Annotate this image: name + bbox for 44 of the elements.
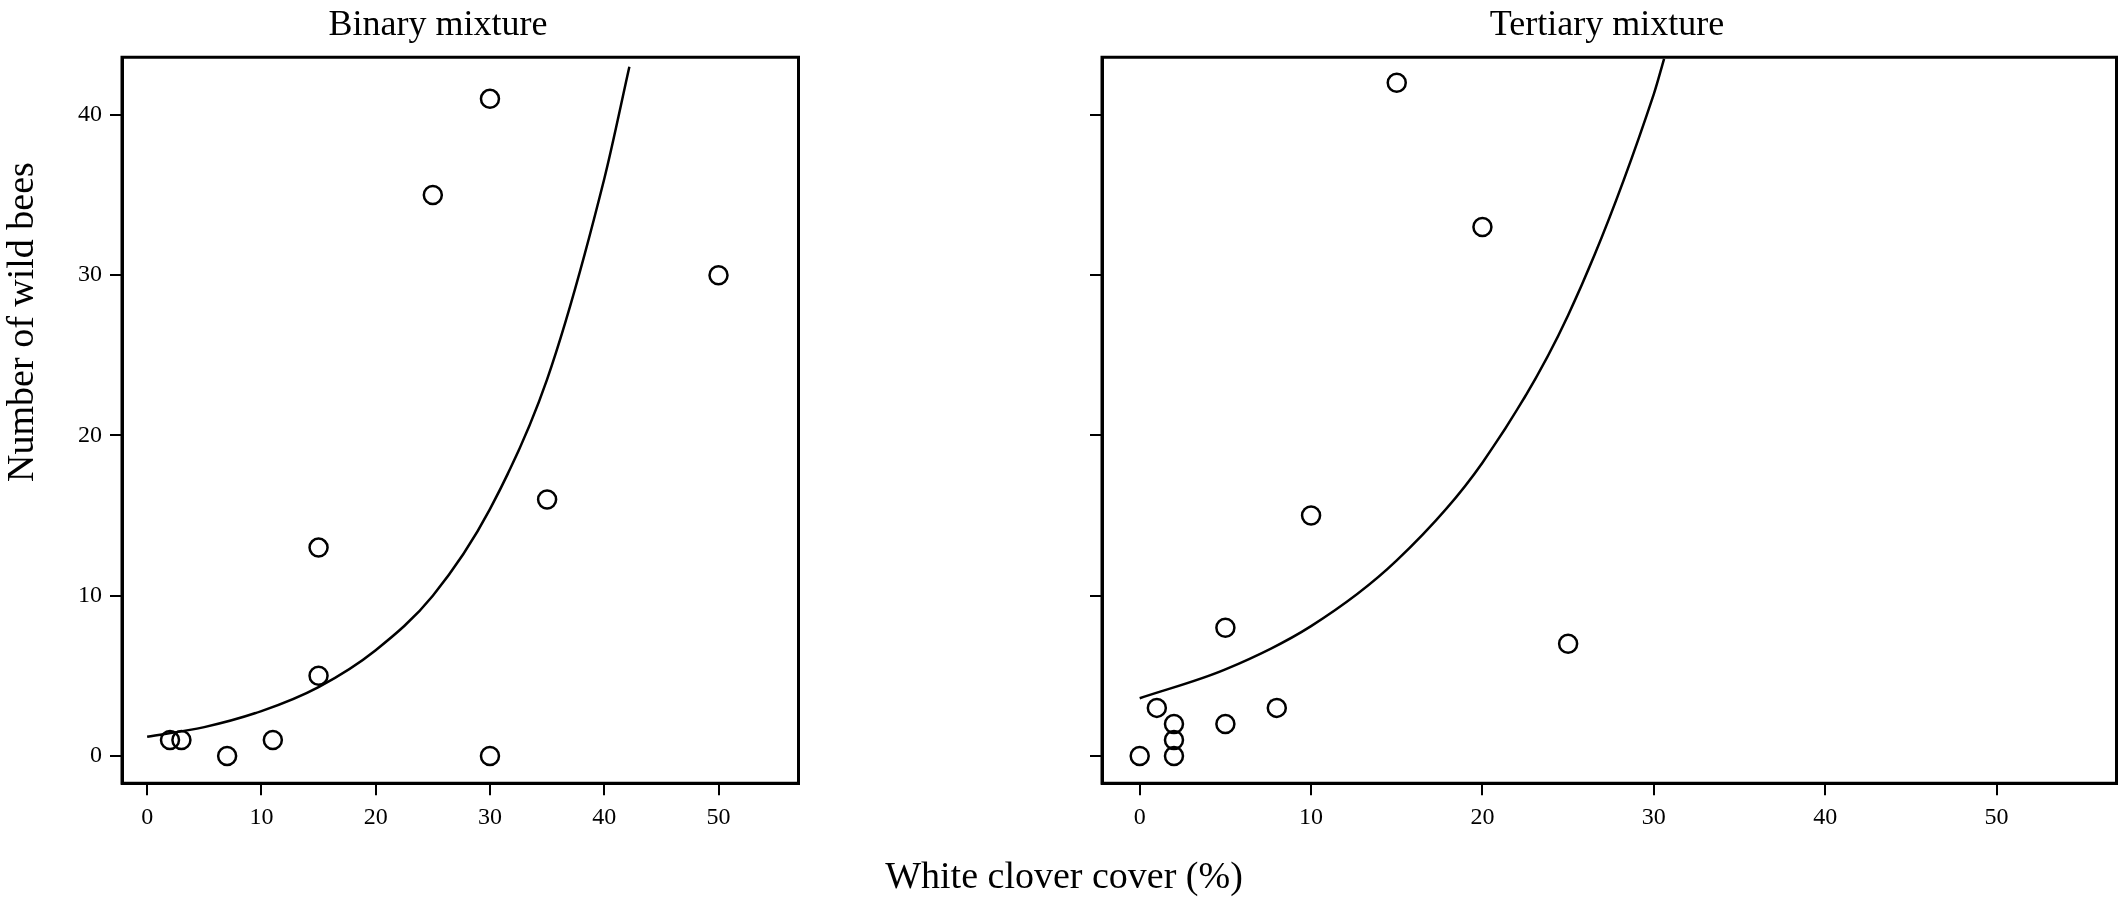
x-tick-label: 40 bbox=[1813, 802, 1838, 829]
x-tick-label: 30 bbox=[1641, 802, 1666, 829]
point bbox=[1215, 713, 1236, 735]
point bbox=[479, 745, 501, 767]
y-tick-label: 40 bbox=[78, 100, 102, 127]
x-tick-label: 50 bbox=[1984, 802, 2009, 829]
y-tick-label: 30 bbox=[78, 260, 102, 287]
point bbox=[262, 729, 284, 751]
x-tick-label: 10 bbox=[249, 802, 274, 829]
point bbox=[1163, 729, 1185, 751]
point bbox=[708, 264, 729, 286]
x-tick-label: 40 bbox=[592, 802, 617, 829]
point bbox=[536, 489, 558, 510]
point bbox=[1163, 713, 1185, 735]
x-tick-label: 0 bbox=[141, 802, 154, 829]
point bbox=[1215, 617, 1236, 638]
y-axis-title: Number of wild bees bbox=[0, 161, 42, 484]
chart-title: Binary mixture bbox=[328, 3, 548, 44]
x-tick-label: 10 bbox=[1299, 802, 1324, 829]
point bbox=[479, 88, 501, 110]
x-axis-title: White clover cover (%) bbox=[884, 853, 1244, 898]
point bbox=[1557, 633, 1579, 655]
point bbox=[308, 537, 329, 558]
point bbox=[159, 729, 181, 751]
point bbox=[1129, 745, 1150, 767]
chart-title: Tertiary mixture bbox=[1489, 3, 1725, 44]
point bbox=[216, 745, 238, 767]
x-tick-label: 30 bbox=[477, 802, 502, 829]
point bbox=[1472, 216, 1493, 238]
point bbox=[1386, 72, 1407, 94]
y-tick-label: 10 bbox=[78, 580, 102, 607]
point bbox=[1266, 697, 1288, 719]
point bbox=[1300, 505, 1322, 526]
point bbox=[171, 729, 192, 751]
x-tick-label: 20 bbox=[363, 802, 388, 829]
point bbox=[1146, 697, 1168, 719]
x-tick-label: 0 bbox=[1133, 802, 1146, 829]
y-tick-label: 20 bbox=[78, 420, 102, 447]
y-tick-label: 0 bbox=[90, 741, 102, 768]
point bbox=[1163, 745, 1185, 767]
point bbox=[308, 665, 329, 687]
x-tick-label: 50 bbox=[706, 802, 731, 829]
x-tick-label: 20 bbox=[1470, 802, 1495, 829]
point bbox=[422, 184, 444, 206]
